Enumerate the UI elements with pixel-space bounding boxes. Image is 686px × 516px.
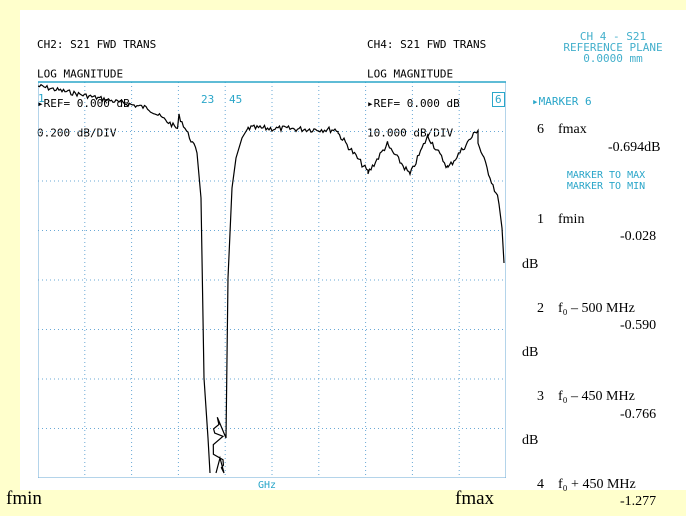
channel4-scale: 10.000 dB/DIV: [367, 127, 454, 140]
marker-4-number: 4: [537, 477, 544, 492]
marker-to-max-button[interactable]: MARKER TO MAX: [566, 170, 646, 181]
marker-2-unit: dB: [522, 345, 539, 360]
marker-4-name: f₀ + 450 MHz: [558, 477, 636, 492]
reference-plane-readout: CH 4 - S21 REFERENCE PLANE 0.0000 mm: [538, 31, 686, 64]
marker-4-value: -1.277: [620, 494, 657, 509]
marker-6-value: -0.694dB: [608, 140, 661, 155]
channel2-header: CH2: S21 FWD TRANS LOG MAGNITUDE ▸REF= 0…: [37, 22, 156, 159]
marker-flag-1[interactable]: 1: [38, 92, 45, 105]
channel2-scale: 0.200 dB/DIV: [37, 127, 117, 140]
marker-3-number: 3: [537, 389, 544, 404]
marker-to-min-button[interactable]: MARKER TO MIN: [566, 181, 646, 192]
marker-2-value: -0.590: [620, 318, 657, 333]
marker-3-value: -0.766: [620, 407, 657, 422]
x-axis-unit: GHz: [258, 480, 277, 491]
marker-2-number: 2: [537, 301, 544, 316]
reference-plane-line3: 0.0000 mm: [583, 52, 643, 65]
fmin-caption: fmin: [6, 488, 42, 509]
marker-flag-6[interactable]: 6: [492, 92, 505, 107]
channel2-ref: ▸REF= 0.000 dB: [37, 97, 130, 110]
marker-1-name: fmin: [558, 212, 585, 227]
marker-1-unit: dB: [522, 257, 539, 272]
marker-1-value: -0.028: [620, 229, 657, 244]
marker-6-name: fmax: [558, 122, 587, 137]
reference-plane-line2: REFERENCE PLANE: [563, 41, 663, 54]
channel4-ref: ▸REF= 0.000 dB: [367, 97, 460, 110]
active-marker-label[interactable]: ▸MARKER 6: [532, 95, 592, 108]
channel2-title: CH2: S21 FWD TRANS: [37, 38, 157, 52]
channel4-header: CH4: S21 FWD TRANS LOG MAGNITUDE ▸REF= 0…: [367, 22, 486, 159]
marker-flag-4-5[interactable]: 45: [229, 93, 243, 106]
marker-3-unit: dB: [522, 433, 539, 448]
marker-actions-menu: MARKER TO MAX MARKER TO MIN: [522, 170, 686, 192]
marker-3-name: f₀ – 450 MHz: [558, 389, 635, 404]
channel4-format: LOG MAGNITUDE: [367, 68, 454, 81]
s21-trace: [38, 83, 211, 474]
plot-grid: [38, 81, 506, 478]
analyzer-screen: CH2: S21 FWD TRANS LOG MAGNITUDE ▸REF= 0…: [20, 10, 686, 490]
fmax-caption: fmax: [455, 488, 495, 509]
reference-plane-line1: CH 4 - S21: [579, 30, 647, 43]
trace-plot: [38, 81, 506, 478]
marker-1-number: 1: [537, 212, 544, 227]
s21-notch-trace: [212, 124, 505, 474]
marker-flag-2-3[interactable]: 23: [201, 93, 215, 106]
channel4-title: CH4: S21 FWD TRANS: [367, 38, 487, 52]
marker-2-name: f₀ – 500 MHz: [558, 301, 635, 316]
channel2-format: LOG MAGNITUDE: [37, 68, 124, 81]
marker-6-number: 6: [537, 122, 544, 137]
